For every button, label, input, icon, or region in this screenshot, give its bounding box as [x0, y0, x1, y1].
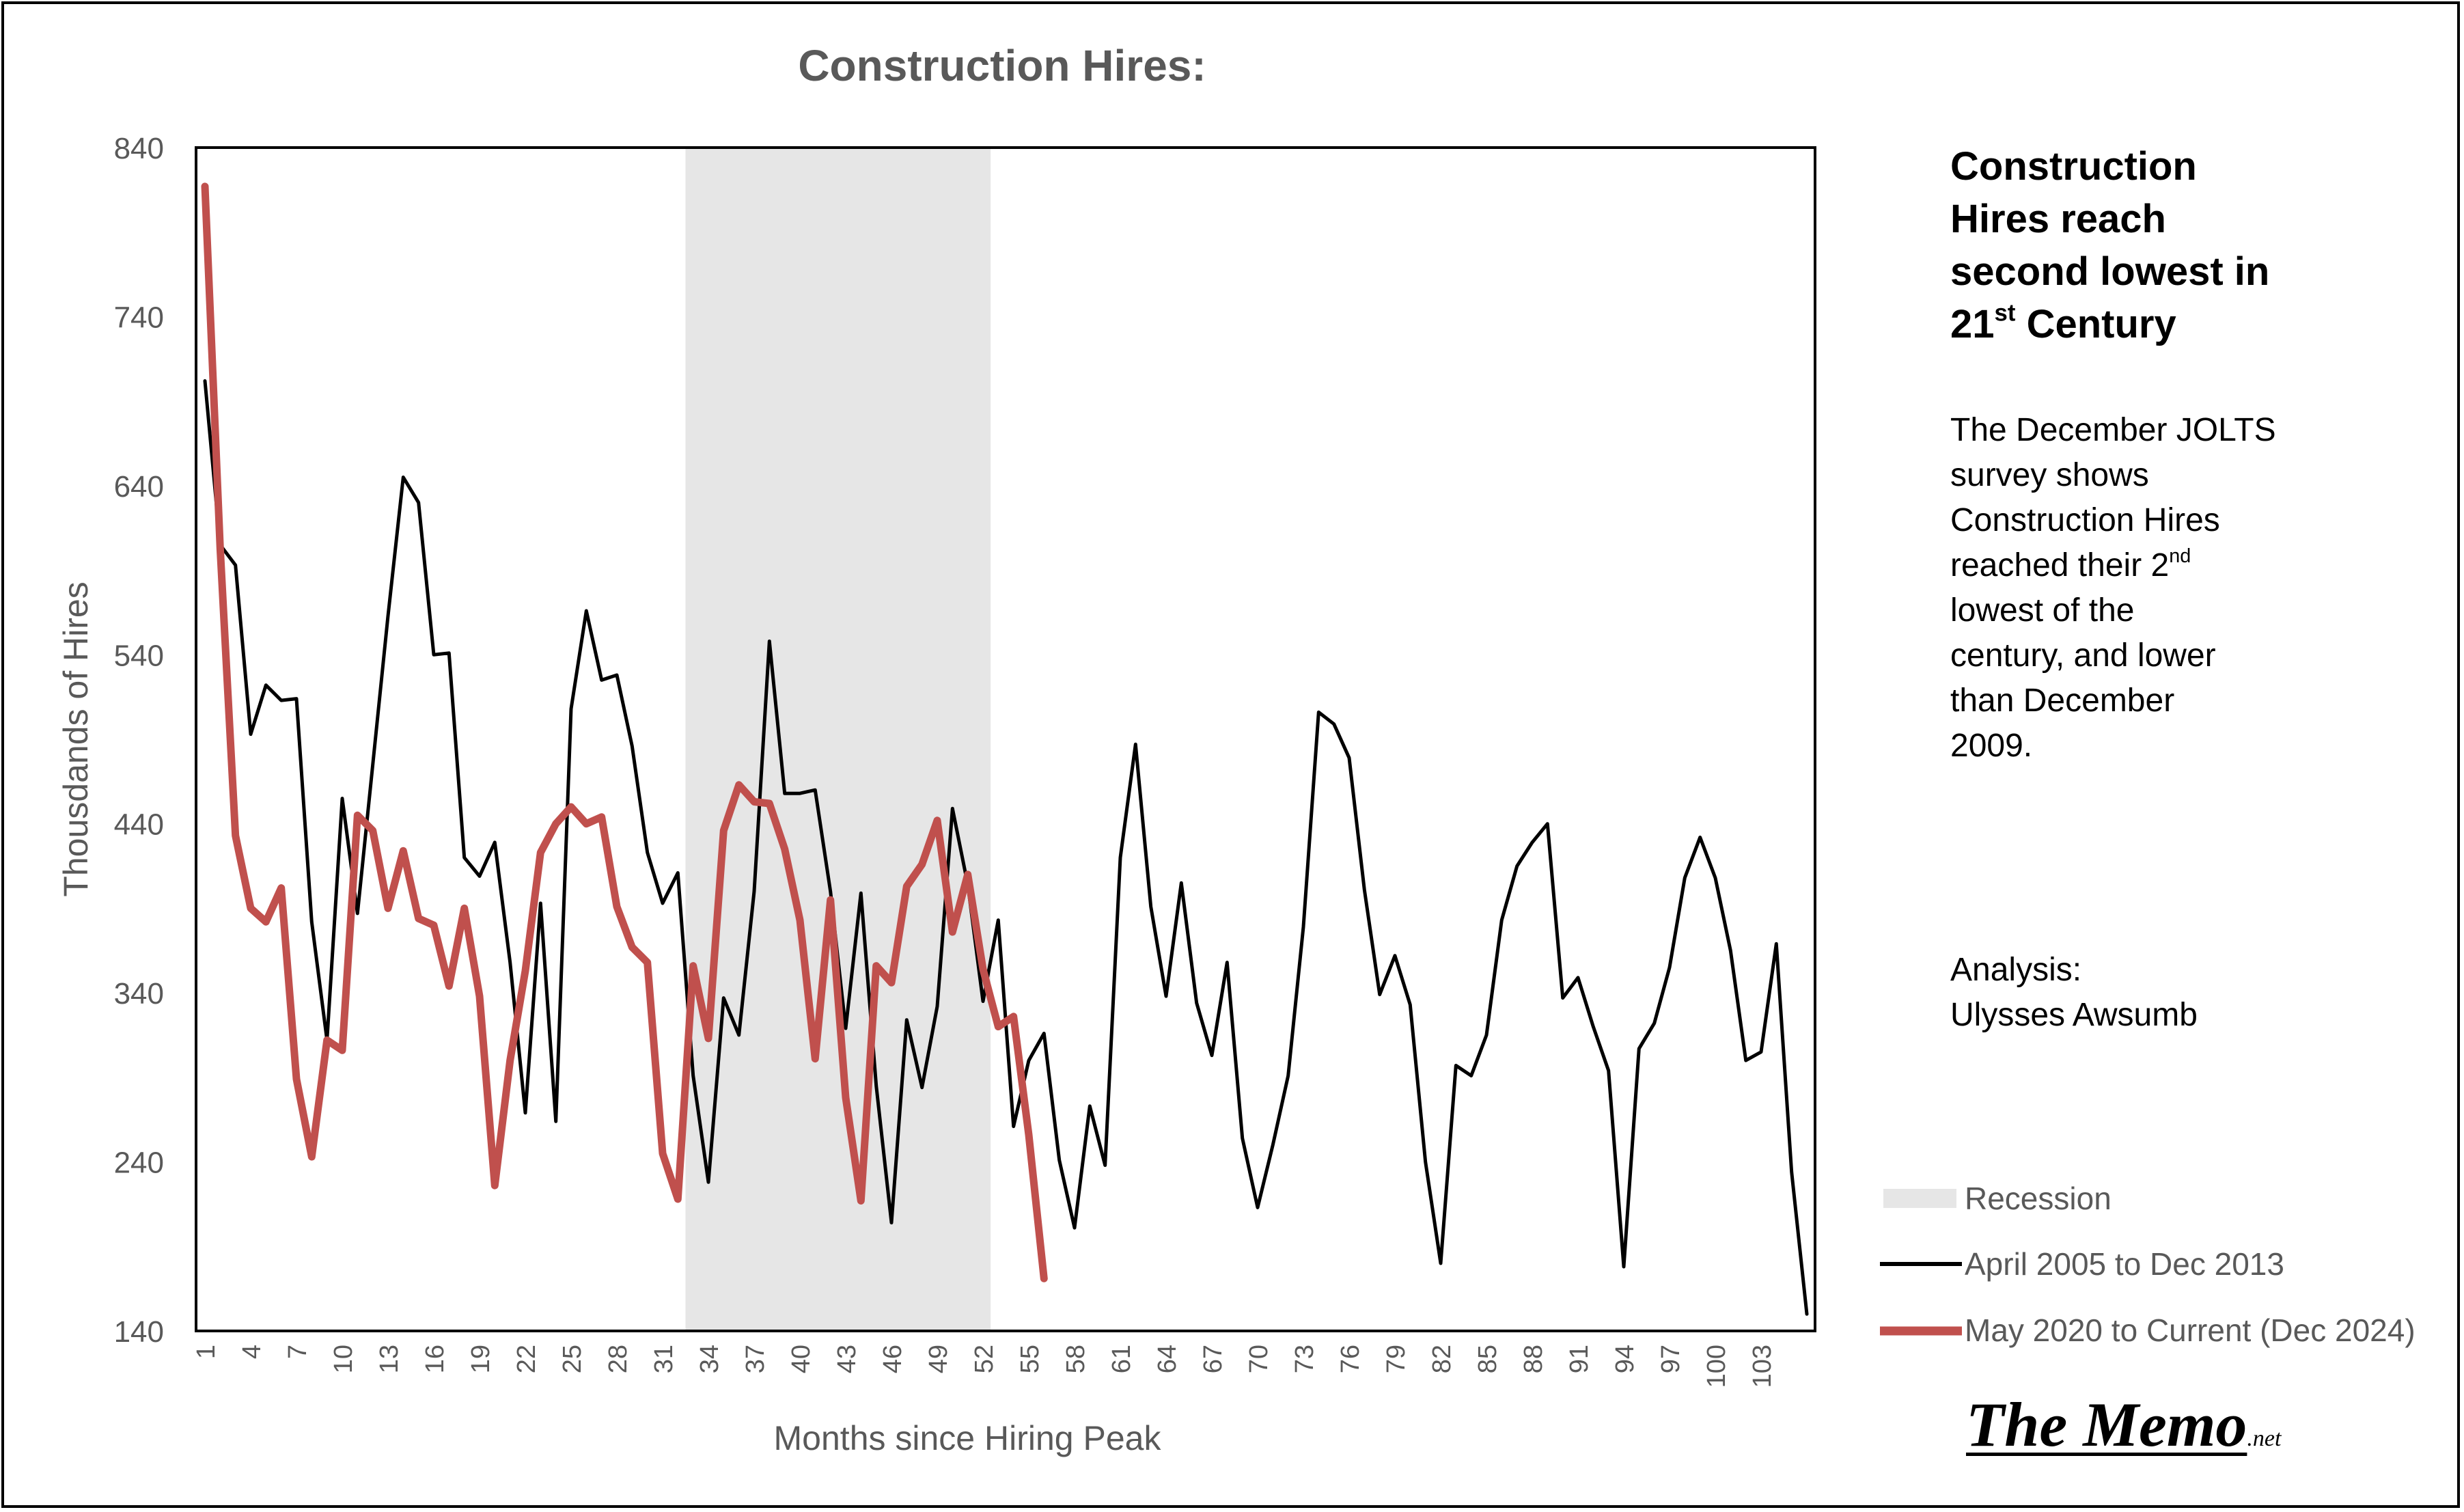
- body-line: 2009.: [1950, 728, 2033, 764]
- x-tick-label: 28: [604, 1345, 633, 1373]
- x-tick-label: 85: [1473, 1345, 1502, 1373]
- x-tick-label: 16: [421, 1345, 449, 1373]
- the-memo-logo: The Memo.net: [1966, 1388, 2281, 1461]
- chart-title: Construction Hires:: [798, 41, 1206, 90]
- x-tick-label: 52: [970, 1345, 999, 1373]
- series-layer: [201, 182, 1809, 1316]
- plot-border: [195, 146, 1816, 1332]
- analysis-credit: Analysis: Ulysses Awsumb: [1950, 948, 2333, 1038]
- body-line: reached their 2: [1950, 547, 2170, 583]
- x-tick-label: 70: [1245, 1345, 1273, 1373]
- x-tick-label: 94: [1611, 1345, 1639, 1373]
- analysis-label: Analysis:: [1950, 952, 2082, 988]
- x-axis-label: Months since Hiring Peak: [774, 1419, 1162, 1457]
- x-tick-label: 13: [375, 1345, 404, 1373]
- x-tick-label: 10: [329, 1345, 358, 1373]
- y-tick-label: 240: [114, 1146, 164, 1180]
- x-tick-label: 76: [1336, 1345, 1365, 1373]
- annotation-heading: Construction Hires reach second lowest i…: [1950, 140, 2360, 350]
- y-tick-label: 840: [114, 132, 164, 165]
- legend-series-1-label: April 2005 to Dec 2013: [1965, 1246, 2284, 1282]
- x-tick-label: 31: [650, 1345, 678, 1373]
- x-tick-label: 46: [878, 1345, 907, 1373]
- body-line: lowest of the: [1950, 592, 2135, 629]
- y-tick-label: 340: [114, 977, 164, 1011]
- x-tick-label: 40: [787, 1345, 816, 1373]
- heading-line: Construction: [1950, 144, 2197, 189]
- x-tick-label: 100: [1702, 1345, 1731, 1388]
- x-tick-label: 73: [1290, 1345, 1319, 1373]
- x-tick-label: 34: [695, 1345, 724, 1373]
- body-line: The December JOLTS: [1950, 412, 2276, 448]
- x-tick-label: 1: [192, 1345, 221, 1359]
- body-line: Construction Hires: [1950, 502, 2220, 538]
- body-superscript: nd: [2169, 545, 2191, 567]
- x-tick-label: 49: [924, 1345, 953, 1373]
- x-tick-label: 22: [512, 1345, 541, 1373]
- legend-recession-label: Recession: [1965, 1181, 2112, 1216]
- x-tick-label: 61: [1107, 1345, 1136, 1373]
- body-line: century, and lower: [1950, 637, 2216, 674]
- y-tick-label: 440: [114, 808, 164, 842]
- x-tick-label: 64: [1153, 1345, 1182, 1373]
- x-tick-label: 7: [283, 1345, 312, 1359]
- heading-line: 21: [1950, 302, 1995, 346]
- x-tick-label: 91: [1565, 1345, 1594, 1373]
- y-axis-label: Thousdands of Hires: [57, 581, 95, 896]
- heading-line: second lowest in: [1950, 249, 2270, 294]
- y-tick-label: 640: [114, 470, 164, 504]
- x-tick-label: 55: [1016, 1345, 1044, 1373]
- x-tick-labels: 1 4 7 10 13 16 19 22 25 28 31 34 37 40 43 46 49 52 55 58 61 6…: [192, 1345, 1777, 1388]
- x-tick-label: 58: [1062, 1345, 1090, 1373]
- analysis-author: Ulysses Awsumb: [1950, 997, 2198, 1033]
- x-tick-label: 67: [1199, 1345, 1228, 1373]
- body-line: survey shows: [1950, 457, 2149, 493]
- legend: Recession April 2005 to Dec 2013 May 202…: [1880, 1181, 2415, 1348]
- x-tick-label: 82: [1428, 1345, 1456, 1373]
- logo-suffix-text: .net: [2247, 1426, 2282, 1451]
- x-tick-label: 79: [1382, 1345, 1411, 1373]
- heading-superscript: st: [1994, 299, 2016, 327]
- heading-line: Hires reach: [1950, 197, 2166, 241]
- y-tick-label: 140: [114, 1315, 164, 1349]
- recession-band: [685, 148, 991, 1331]
- annotation-body: The December JOLTS survey shows Construc…: [1950, 408, 2333, 769]
- series-line-2: [201, 182, 1048, 1282]
- legend-recession-swatch: [1883, 1189, 1956, 1208]
- x-tick-label: 37: [741, 1345, 770, 1373]
- series-line-1: [203, 379, 1809, 1316]
- x-tick-label: 43: [833, 1345, 861, 1373]
- x-tick-label: 88: [1519, 1345, 1548, 1373]
- y-tick-label: 540: [114, 639, 164, 672]
- logo-main-text: The Memo: [1966, 1390, 2247, 1459]
- x-tick-label: 4: [238, 1345, 266, 1359]
- y-tick-label: 740: [114, 301, 164, 334]
- body-line: than December: [1950, 683, 2175, 719]
- heading-line: Century: [2015, 302, 2176, 346]
- legend-series-2-label: May 2020 to Current (Dec 2024): [1965, 1312, 2415, 1348]
- x-tick-label: 25: [558, 1345, 587, 1373]
- x-tick-label: 97: [1657, 1345, 1685, 1373]
- x-tick-label: 19: [467, 1345, 495, 1373]
- y-tick-labels: 840 740 640 540 440 340 240 140: [114, 132, 164, 1349]
- x-tick-label: 103: [1748, 1345, 1777, 1388]
